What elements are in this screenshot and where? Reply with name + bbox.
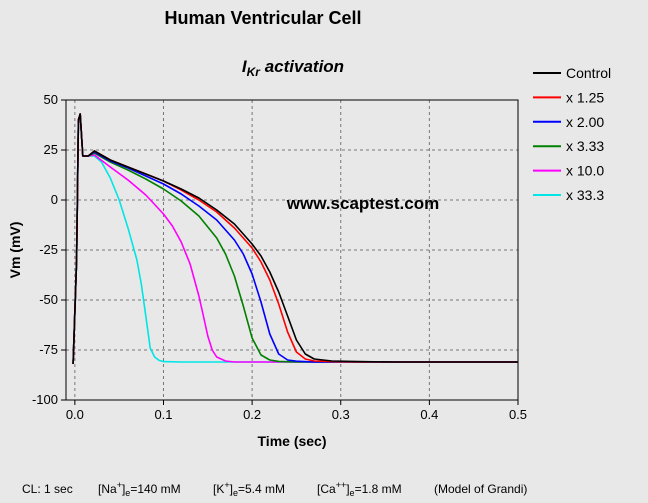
legend-label-control: Control	[566, 65, 611, 81]
footer-model: (Model of Grandi)	[434, 482, 527, 496]
y-tick-label: -100	[32, 392, 58, 407]
series-line-control	[72, 113, 518, 365]
subtitle-main: I	[242, 57, 248, 76]
chart-title: Human Ventricular Cell	[164, 8, 361, 28]
series-line-x-33-3	[72, 113, 518, 365]
chart-subtitle: IKr activation	[242, 57, 344, 79]
footer-k-value: =5.4 mM	[238, 482, 285, 496]
footer-na-value: =140 mM	[130, 482, 180, 496]
footer-ca: [Ca	[317, 482, 336, 496]
legend-label-x-3-33: x 3.33	[566, 138, 604, 154]
y-tick-label: 50	[44, 92, 58, 107]
series-lines	[72, 113, 518, 365]
footer-k-sup: +	[224, 480, 229, 490]
y-tick-label: -25	[39, 242, 58, 257]
footer-ca-sup: ++	[336, 480, 347, 490]
x-axis: 0.0 0.1 0.2 0.3 0.4 0.5	[66, 400, 527, 422]
y-tick-label: -50	[39, 292, 58, 307]
footer-k-sub: e	[233, 488, 238, 498]
series-line-x-1-25	[72, 113, 518, 365]
grid	[66, 100, 518, 400]
footer-na: [Na	[98, 482, 117, 496]
footer-na-sup: +	[117, 480, 122, 490]
footer-ca-value: =1.8 mM	[355, 482, 402, 496]
footer-ca-sub: e	[350, 488, 355, 498]
footer-conditions: CL: 1 sec [Na+]e=140 mM [K+]e=5.4 mM [Ca…	[22, 480, 527, 498]
x-tick-label: 0.3	[332, 407, 350, 422]
legend-label-x-10-0: x 10.0	[566, 163, 604, 179]
footer-cycle-length: CL: 1 sec	[22, 482, 73, 496]
y-tick-label: 0	[51, 192, 58, 207]
legend-label-x-1-25: x 1.25	[566, 89, 604, 105]
x-tick-label: 0.4	[420, 407, 438, 422]
series-line-x-3-33	[72, 113, 518, 365]
legend: Control x 1.25 x 2.00 x 3.33 x 10.0 x 33.3	[533, 65, 611, 203]
y-axis-label: Vm (mV)	[7, 222, 23, 279]
y-tick-label: -75	[39, 342, 58, 357]
y-tick-label: 25	[44, 142, 58, 157]
x-tick-label: 0.5	[509, 407, 527, 422]
series-line-x-10-0	[72, 113, 518, 365]
x-tick-label: 0.0	[66, 407, 84, 422]
x-axis-label: Time (sec)	[258, 433, 327, 449]
footer-na-sub: e	[125, 488, 130, 498]
subtitle-sub: Kr	[247, 65, 262, 79]
footer-k: [K	[213, 482, 224, 496]
y-axis: 50 25 0 -25 -50 -75 -100	[32, 92, 66, 407]
legend-label-x-33-3: x 33.3	[566, 187, 604, 203]
watermark: www.scaptest.com	[286, 194, 439, 213]
x-tick-label: 0.1	[154, 407, 172, 422]
legend-label-x-2-00: x 2.00	[566, 114, 604, 130]
subtitle-rest: activation	[260, 57, 344, 76]
series-line-x-2-00	[72, 113, 518, 365]
x-tick-label: 0.2	[243, 407, 261, 422]
